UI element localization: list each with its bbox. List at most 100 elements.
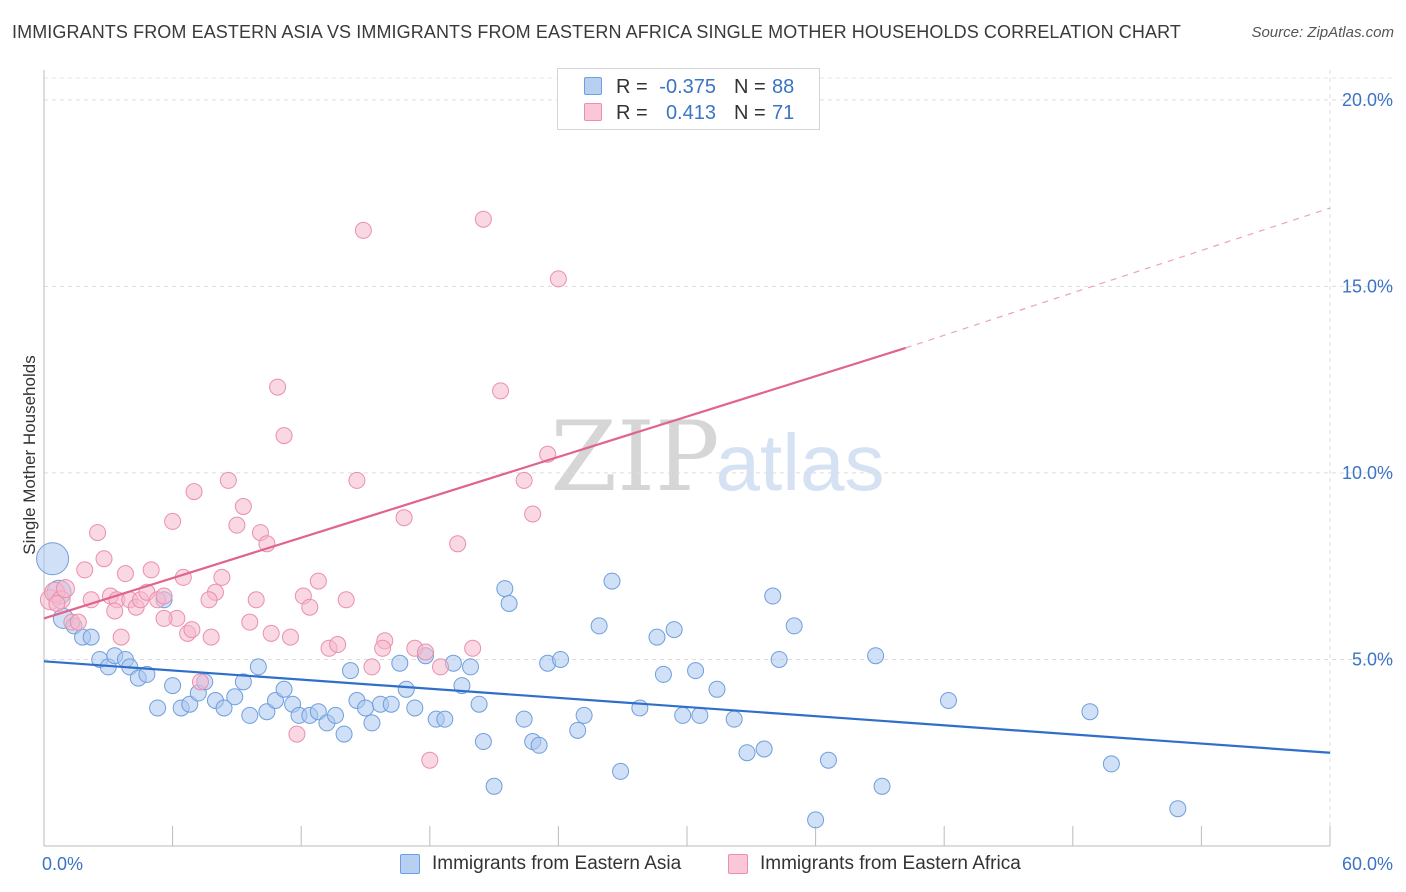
eastern-asia-point xyxy=(738,744,756,762)
trend-lines xyxy=(43,207,1331,754)
eastern-africa-point xyxy=(464,639,482,657)
gridlines xyxy=(44,70,1392,846)
eastern-africa-point xyxy=(417,643,435,661)
r-value: 0.413 xyxy=(665,102,716,124)
eastern-africa-point xyxy=(202,628,220,646)
eastern-africa-point xyxy=(288,725,306,743)
eastern-asia-point xyxy=(36,542,70,576)
x-tick-label: 0.0% xyxy=(42,854,83,874)
source-label: Source: ZipAtlas.com xyxy=(1251,24,1394,41)
watermark: ZIP atlas xyxy=(550,401,884,513)
correlation-legend: R = -0.375 N = 88 R = 0.413 N = 71 xyxy=(557,68,820,130)
eastern-asia-point xyxy=(234,673,252,691)
eastern-africa-point xyxy=(155,609,173,627)
blue-swatch xyxy=(584,77,602,95)
eastern-asia-point xyxy=(687,662,705,680)
eastern-africa-point xyxy=(155,587,173,605)
eastern-africa-point xyxy=(275,427,293,445)
eastern-asia-point xyxy=(665,621,683,639)
eastern-asia-point xyxy=(691,706,709,724)
eastern-africa-point xyxy=(142,561,160,579)
eastern-asia-point xyxy=(462,658,480,676)
eastern-africa-point xyxy=(241,613,259,631)
eastern-asia-point xyxy=(474,733,492,751)
eastern-africa-point xyxy=(76,561,94,579)
x-tick-label: 60.0% xyxy=(1342,854,1393,874)
watermark-zip: ZIP xyxy=(550,401,719,513)
eastern-africa-point xyxy=(89,524,107,542)
eastern-asia-point xyxy=(496,580,514,598)
tick-labels: 5.0% 10.0% 15.0% 20.0% 0.0% 60.0% xyxy=(42,90,1393,874)
eastern-africa-point xyxy=(354,221,372,239)
eastern-africa-point xyxy=(200,591,218,609)
eastern-asia-point xyxy=(590,617,608,635)
r-value: -0.375 xyxy=(659,76,716,98)
eastern-africa-point xyxy=(234,498,252,515)
eastern-asia-point xyxy=(266,692,284,709)
eastern-asia-point xyxy=(382,695,400,713)
eastern-africa-trend-line xyxy=(43,346,906,620)
eastern-africa-point xyxy=(69,613,87,631)
eastern-asia-point xyxy=(819,751,837,769)
eastern-asia-point xyxy=(406,699,424,717)
pink-swatch xyxy=(584,103,602,121)
y-tick-label: 5.0% xyxy=(1352,649,1393,669)
eastern-asia-point xyxy=(241,706,259,724)
eastern-asia-point xyxy=(515,710,533,728)
chart-title: IMMIGRANTS FROM EASTERN ASIA VS IMMIGRAN… xyxy=(12,22,1181,42)
eastern-asia-point xyxy=(612,762,630,780)
eastern-africa-point xyxy=(301,598,319,616)
eastern-asia-point xyxy=(603,572,621,590)
eastern-africa-point xyxy=(247,591,265,609)
n-value: 71 xyxy=(772,102,795,124)
eastern-asia-point xyxy=(1102,755,1120,773)
eastern-asia-point xyxy=(138,665,156,683)
eastern-asia-point xyxy=(326,706,344,724)
r-label: R = xyxy=(616,76,648,98)
eastern-asia-point xyxy=(674,706,692,724)
eastern-africa-point xyxy=(112,628,130,646)
eastern-africa-point xyxy=(524,505,542,523)
eastern-africa-point xyxy=(219,471,237,489)
data-points xyxy=(36,210,1187,829)
axes xyxy=(43,70,1331,847)
eastern-asia-point xyxy=(226,688,244,706)
eastern-africa-point xyxy=(213,568,231,586)
legend-label: Immigrants from Eastern Asia xyxy=(432,853,682,874)
eastern-africa-point xyxy=(191,673,209,691)
eastern-asia-trend-line xyxy=(43,660,1331,754)
eastern-asia-point xyxy=(215,699,233,717)
eastern-asia-point xyxy=(357,699,374,717)
eastern-asia-point xyxy=(335,725,353,743)
eastern-asia-point xyxy=(708,680,726,698)
eastern-africa-point xyxy=(262,624,280,642)
eastern-africa-point xyxy=(281,628,299,646)
eastern-africa-point xyxy=(421,751,439,769)
legend-label: Immigrants from Eastern Africa xyxy=(760,853,1021,874)
eastern-asia-point xyxy=(485,777,503,795)
eastern-africa-point xyxy=(228,516,246,534)
eastern-asia-point xyxy=(249,658,267,676)
eastern-africa-point xyxy=(337,591,355,609)
y-tick-label: 15.0% xyxy=(1342,276,1393,296)
eastern-asia-point xyxy=(397,680,415,698)
eastern-asia-point xyxy=(1169,800,1187,818)
n-label: N = xyxy=(734,76,766,98)
eastern-africa-point xyxy=(329,636,347,654)
eastern-asia-point xyxy=(764,587,782,605)
eastern-asia-point xyxy=(755,740,773,758)
eastern-asia-point xyxy=(275,680,293,698)
pink-swatch xyxy=(728,854,748,874)
eastern-africa-point xyxy=(116,565,134,583)
eastern-africa-point xyxy=(492,382,510,400)
eastern-asia-point xyxy=(391,654,409,672)
eastern-africa-point xyxy=(395,509,413,527)
eastern-africa-point xyxy=(549,270,567,288)
eastern-asia-point xyxy=(470,695,488,713)
eastern-africa-point xyxy=(432,658,450,676)
legend-row-eastern-asia: R = -0.375 N = 88 xyxy=(558,74,819,100)
eastern-asia-point xyxy=(530,736,548,754)
eastern-asia-point xyxy=(436,710,454,728)
eastern-africa-trend-extension xyxy=(905,207,1331,349)
legend-row-eastern-africa: R = 0.413 N = 71 xyxy=(558,100,819,126)
